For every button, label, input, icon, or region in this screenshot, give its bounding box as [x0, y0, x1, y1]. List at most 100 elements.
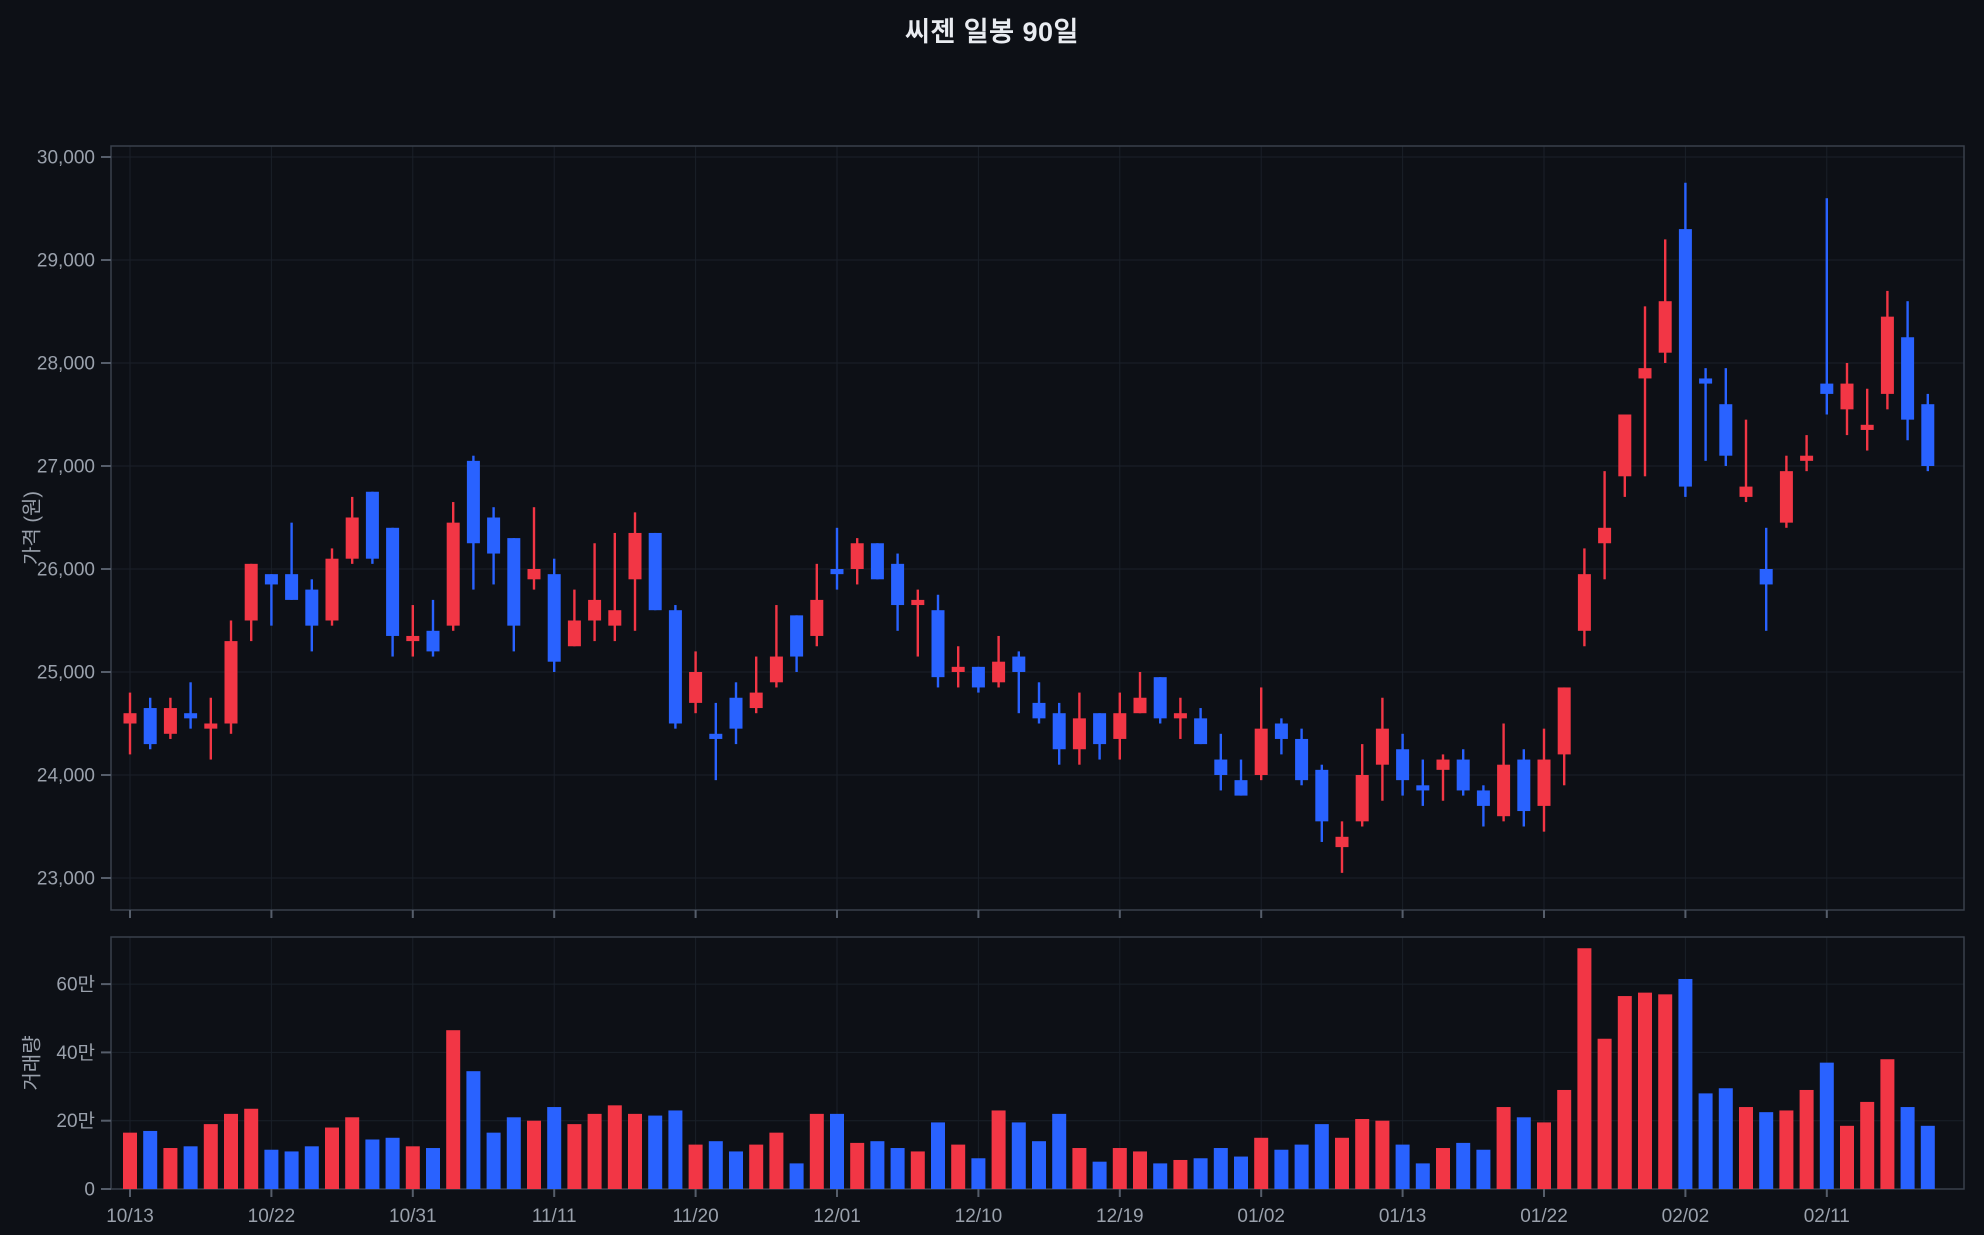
volume-bar[interactable] [1658, 994, 1673, 1189]
volume-bar[interactable] [163, 1148, 178, 1189]
candle[interactable] [184, 682, 198, 729]
volume-bar[interactable] [1759, 1112, 1774, 1189]
volume-bar[interactable] [1557, 1089, 1572, 1189]
candle[interactable] [689, 651, 703, 714]
candle[interactable] [1396, 733, 1410, 796]
volume-bar[interactable] [1193, 1158, 1208, 1189]
candle[interactable] [1315, 764, 1329, 842]
volume-bar[interactable] [1638, 992, 1652, 1189]
candle[interactable] [1335, 821, 1349, 873]
candle[interactable] [1557, 687, 1571, 786]
candle[interactable] [1537, 728, 1551, 832]
candle[interactable] [1416, 759, 1430, 806]
volume-bar[interactable] [890, 1148, 905, 1189]
volume-bar[interactable] [1395, 1144, 1410, 1189]
volume-bar[interactable] [1072, 1148, 1087, 1189]
volume-bar[interactable] [1920, 1125, 1935, 1189]
candle[interactable] [668, 605, 682, 729]
candle[interactable] [810, 563, 824, 647]
volume-bar[interactable] [1173, 1159, 1188, 1189]
candle[interactable] [123, 692, 137, 755]
candle[interactable] [749, 656, 763, 714]
volume-bar[interactable] [1011, 1122, 1026, 1189]
volume-bar[interactable] [547, 1107, 562, 1189]
candle[interactable] [931, 594, 945, 688]
candle[interactable] [244, 563, 258, 642]
candle[interactable] [911, 589, 925, 657]
candle[interactable] [1921, 393, 1935, 472]
candle[interactable] [1779, 455, 1793, 528]
candle[interactable] [527, 507, 541, 590]
volume-bar[interactable] [1819, 1062, 1834, 1189]
volume-bar[interactable] [1739, 1107, 1753, 1189]
volume-bar[interactable] [1335, 1137, 1349, 1189]
candle[interactable] [1153, 677, 1167, 724]
volume-bar[interactable] [1032, 1141, 1046, 1189]
volume-bar[interactable] [1577, 948, 1592, 1189]
volume-bar[interactable] [870, 1141, 885, 1189]
candle[interactable] [1093, 713, 1107, 760]
volume-bar[interactable] [1234, 1156, 1248, 1189]
volume-bar[interactable] [426, 1148, 440, 1189]
candle[interactable] [386, 527, 400, 657]
volume-bar[interactable] [203, 1124, 218, 1189]
volume-bar[interactable] [1133, 1151, 1147, 1189]
candle[interactable] [1295, 728, 1309, 786]
candle[interactable] [729, 682, 743, 745]
candle[interactable] [1719, 368, 1733, 466]
volume-bar[interactable] [668, 1110, 683, 1189]
volume-bar[interactable] [830, 1113, 844, 1189]
volume-bar[interactable] [991, 1110, 1006, 1189]
volume-bar[interactable] [1213, 1148, 1228, 1189]
candle[interactable] [305, 579, 319, 652]
candle[interactable] [567, 589, 581, 647]
volume-bar[interactable] [1496, 1107, 1511, 1189]
volume-bar[interactable] [1698, 1093, 1713, 1189]
volume-bar[interactable] [951, 1144, 966, 1189]
volume-bar[interactable] [1112, 1148, 1127, 1189]
candle[interactable] [204, 697, 218, 760]
volume-bar[interactable] [1799, 1089, 1814, 1189]
candle[interactable] [709, 702, 723, 781]
candle[interactable] [1598, 471, 1612, 580]
volume-bar[interactable] [567, 1124, 582, 1189]
candle[interactable] [1133, 672, 1147, 714]
volume-bar[interactable] [244, 1108, 259, 1189]
candle[interactable] [769, 605, 783, 688]
volume-bar[interactable] [1860, 1101, 1875, 1189]
candle[interactable] [971, 666, 985, 693]
volume-bar[interactable] [931, 1122, 945, 1189]
volume-bar[interactable] [749, 1144, 764, 1189]
candle[interactable] [588, 543, 602, 642]
volume-bar[interactable] [1052, 1113, 1067, 1189]
candle[interactable] [365, 491, 379, 564]
candle[interactable] [1739, 419, 1753, 503]
candle[interactable] [1638, 306, 1652, 477]
candle[interactable] [790, 615, 804, 672]
volume-bar[interactable] [345, 1117, 360, 1189]
volume-bar[interactable] [648, 1115, 663, 1189]
volume-bar[interactable] [123, 1132, 137, 1189]
candle[interactable] [628, 512, 642, 631]
candle[interactable] [1375, 697, 1389, 801]
volume-bar[interactable] [1274, 1149, 1289, 1189]
volume-bar[interactable] [1254, 1137, 1269, 1189]
volume-bar[interactable] [1880, 1059, 1895, 1189]
candle[interactable] [850, 538, 864, 585]
candle[interactable] [487, 507, 501, 585]
candle[interactable] [1214, 733, 1228, 791]
candle[interactable] [406, 605, 420, 657]
candle[interactable] [1517, 749, 1531, 827]
volume-bar[interactable] [446, 1030, 461, 1189]
candle[interactable] [224, 620, 238, 734]
volume-bar[interactable] [405, 1146, 420, 1189]
candle[interactable] [1436, 754, 1450, 801]
candle[interactable] [1577, 548, 1591, 647]
volume-bar[interactable] [506, 1117, 521, 1189]
candle[interactable] [143, 697, 157, 750]
volume-bar[interactable] [628, 1113, 642, 1189]
candle[interactable] [1254, 687, 1268, 781]
volume-bar[interactable] [789, 1163, 804, 1189]
candle[interactable] [1497, 723, 1511, 822]
